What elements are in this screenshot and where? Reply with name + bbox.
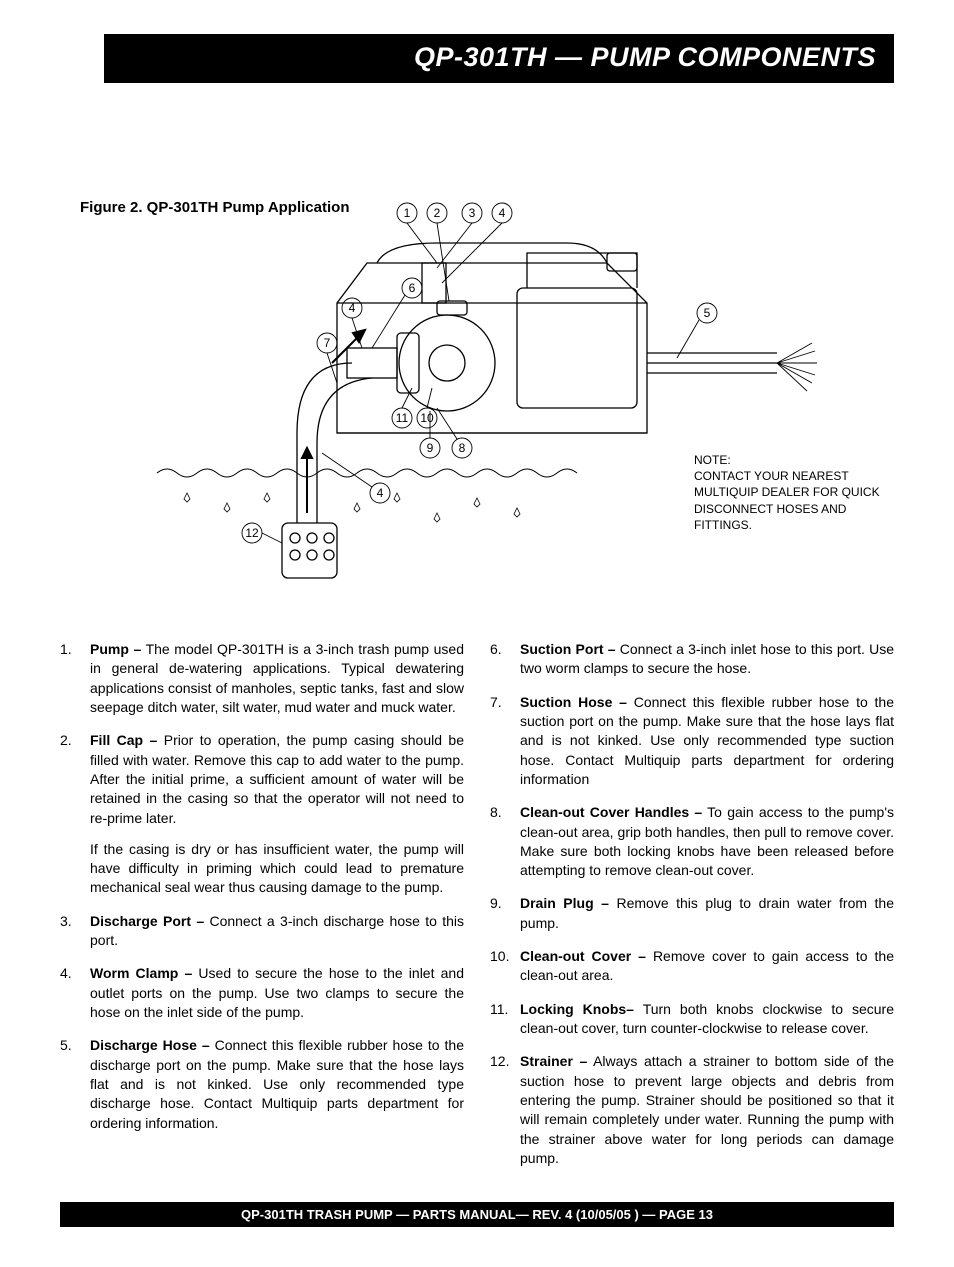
figure-section: Figure 2. QP-301TH Pump Application — [60, 193, 894, 618]
svg-text:7: 7 — [324, 336, 331, 350]
footer-bar: QP-301TH TRASH PUMP — PARTS MANUAL— REV.… — [60, 1202, 894, 1227]
component-body: Drain Plug – Remove this plug to drain w… — [520, 894, 894, 933]
component-list-left: 1.Pump – The model QP-301TH is a 3-inch … — [60, 640, 464, 1133]
component-text: The model QP-301TH is a 3-inch trash pum… — [90, 641, 464, 715]
component-item: 2.Fill Cap – Prior to operation, the pum… — [60, 731, 464, 898]
component-number: 6. — [490, 640, 520, 679]
component-item: 3.Discharge Port – Connect a 3-inch disc… — [60, 912, 464, 951]
component-term: Suction Port – — [520, 641, 616, 657]
page: QP-301TH — PUMP COMPONENTS Figure 2. QP-… — [0, 0, 954, 1267]
component-term: Discharge Port – — [90, 913, 204, 929]
component-item: 9.Drain Plug – Remove this plug to drain… — [490, 894, 894, 933]
svg-text:3: 3 — [469, 206, 476, 220]
component-body: Discharge Hose – Connect this flexible r… — [90, 1036, 464, 1133]
svg-text:4: 4 — [349, 301, 356, 315]
svg-text:11: 11 — [396, 411, 409, 425]
component-item: 7.Suction Hose – Connect this flexible r… — [490, 693, 894, 790]
component-body: Suction Port – Connect a 3-inch inlet ho… — [520, 640, 894, 679]
svg-text:8: 8 — [459, 441, 466, 455]
pump-diagram: 1 2 3 4 5 6 — [60, 193, 894, 618]
component-body: Worm Clamp – Used to secure the hose to … — [90, 964, 464, 1022]
component-term: Pump – — [90, 641, 141, 657]
component-body: Locking Knobs– Turn both knobs clockwise… — [520, 1000, 894, 1039]
component-term: Locking Knobs– — [520, 1001, 634, 1017]
svg-text:4: 4 — [377, 486, 384, 500]
component-body: Pump – The model QP-301TH is a 3-inch tr… — [90, 640, 464, 717]
component-body: Clean-out Cover Handles – To gain access… — [520, 803, 894, 880]
footer-text: QP-301TH TRASH PUMP — PARTS MANUAL— REV.… — [241, 1207, 713, 1222]
component-item: 11.Locking Knobs– Turn both knobs clockw… — [490, 1000, 894, 1039]
component-text: Always attach a strainer to bottom side … — [520, 1053, 894, 1166]
component-item: 6.Suction Port – Connect a 3-inch inlet … — [490, 640, 894, 679]
svg-text:1: 1 — [404, 206, 411, 220]
component-term: Strainer – — [520, 1053, 587, 1069]
page-title: QP-301TH — PUMP COMPONENTS — [414, 42, 876, 72]
component-term: Discharge Hose – — [90, 1037, 210, 1053]
component-term: Suction Hose – — [520, 694, 627, 710]
component-item: 4.Worm Clamp – Used to secure the hose t… — [60, 964, 464, 1022]
figure-caption: Figure 2. QP-301TH Pump Application — [80, 199, 349, 216]
component-term: Worm Clamp – — [90, 965, 192, 981]
component-number: 7. — [490, 693, 520, 790]
right-column: 6.Suction Port – Connect a 3-inch inlet … — [490, 640, 894, 1182]
svg-text:6: 6 — [409, 281, 416, 295]
svg-text:2: 2 — [434, 206, 441, 220]
svg-text:10: 10 — [420, 411, 434, 425]
page-title-bar: QP-301TH — PUMP COMPONENTS — [104, 34, 894, 83]
component-extra: If the casing is dry or has insufficient… — [90, 840, 464, 898]
figure-note-heading: NOTE: — [694, 452, 894, 468]
left-column: 1.Pump – The model QP-301TH is a 3-inch … — [60, 640, 464, 1182]
component-item: 1.Pump – The model QP-301TH is a 3-inch … — [60, 640, 464, 717]
component-item: 5.Discharge Hose – Connect this flexible… — [60, 1036, 464, 1133]
component-number: 4. — [60, 964, 90, 1022]
component-number: 10. — [490, 947, 520, 986]
component-list-right: 6.Suction Port – Connect a 3-inch inlet … — [490, 640, 894, 1168]
figure-note: NOTE: CONTACT YOUR NEAREST MULTIQUIP DEA… — [694, 452, 894, 533]
svg-text:9: 9 — [427, 441, 434, 455]
figure-note-body: CONTACT YOUR NEAREST MULTIQUIP DEALER FO… — [694, 468, 894, 533]
component-body: Suction Hose – Connect this flexible rub… — [520, 693, 894, 790]
svg-text:12: 12 — [245, 526, 259, 540]
component-item: 10.Clean-out Cover – Remove cover to gai… — [490, 947, 894, 986]
component-number: 8. — [490, 803, 520, 880]
svg-text:5: 5 — [704, 306, 711, 320]
component-term: Clean-out Cover Handles – — [520, 804, 702, 820]
component-number: 11. — [490, 1000, 520, 1039]
component-body: Discharge Port – Connect a 3-inch discha… — [90, 912, 464, 951]
component-body: Fill Cap – Prior to operation, the pump … — [90, 731, 464, 898]
component-number: 2. — [60, 731, 90, 898]
component-number: 1. — [60, 640, 90, 717]
component-item: 12.Strainer – Always attach a strainer t… — [490, 1052, 894, 1168]
component-term: Clean-out Cover – — [520, 948, 646, 964]
component-number: 12. — [490, 1052, 520, 1168]
component-columns: 1.Pump – The model QP-301TH is a 3-inch … — [60, 640, 894, 1182]
component-body: Strainer – Always attach a strainer to b… — [520, 1052, 894, 1168]
component-term: Fill Cap – — [90, 732, 157, 748]
component-number: 9. — [490, 894, 520, 933]
component-term: Drain Plug – — [520, 895, 609, 911]
component-number: 5. — [60, 1036, 90, 1133]
component-item: 8.Clean-out Cover Handles – To gain acce… — [490, 803, 894, 880]
svg-text:4: 4 — [499, 206, 506, 220]
component-number: 3. — [60, 912, 90, 951]
component-body: Clean-out Cover – Remove cover to gain a… — [520, 947, 894, 986]
